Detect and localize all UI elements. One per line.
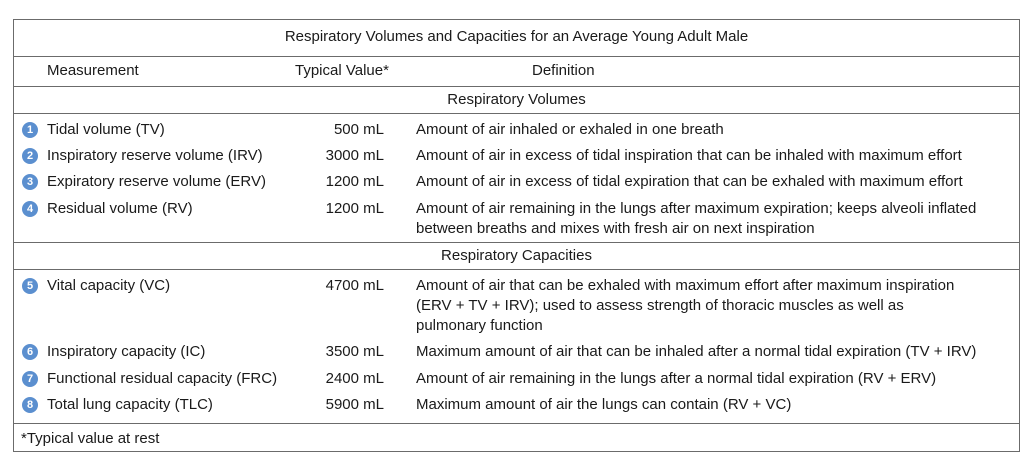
measurement-cell: Inspiratory capacity (IC) (47, 343, 206, 360)
value-cell: 5900 mL (325, 396, 384, 413)
definition-cell: Amount of air inhaled or exhaled in one … (416, 121, 724, 138)
header-divider (13, 86, 1020, 87)
value-cell: 2400 mL (325, 370, 384, 387)
section-divider (13, 113, 1020, 114)
measurement-cell: Tidal volume (TV) (47, 121, 165, 138)
section-label-volumes: Respiratory Volumes (447, 91, 586, 108)
definition-cell: Amount of air in excess of tidal inspira… (416, 147, 962, 164)
definition-cell: Amount of air in excess of tidal expirat… (416, 173, 963, 190)
table-title: Respiratory Volumes and Capacities for a… (284, 28, 749, 45)
number-badge-icon: 8 (22, 397, 38, 413)
measurement-cell: Vital capacity (VC) (47, 277, 171, 294)
definition-cell-line: pulmonary function (416, 317, 543, 334)
header-typical-value: Typical Value* (295, 62, 389, 79)
definition-cell: Amount of air remaining in the lungs aft… (416, 370, 937, 387)
definition-cell-line: between breaths and mixes with fresh air… (416, 220, 815, 237)
measurement-cell: Inspiratory reserve volume (IRV) (47, 147, 263, 164)
measurement-cell: Residual volume (RV) (47, 200, 193, 217)
number-badge-icon: 4 (22, 201, 38, 217)
definition-cell: Amount of air that can be exhaled with m… (416, 277, 955, 294)
value-cell: 3500 mL (325, 343, 384, 360)
number-badge-icon: 7 (22, 371, 38, 387)
measurement-cell: Expiratory reserve volume (ERV) (47, 173, 266, 190)
header-measurement: Measurement (47, 62, 139, 79)
definition-cell: Maximum amount of air the lungs can cont… (416, 396, 792, 413)
footnote: *Typical value at rest (21, 430, 160, 447)
section-label-capacities: Respiratory Capacities (441, 247, 592, 264)
measurement-cell: Functional residual capacity (FRC) (47, 370, 278, 387)
number-badge-icon: 2 (22, 148, 38, 164)
section-divider (13, 242, 1020, 243)
measurement-cell: Total lung capacity (TLC) (47, 396, 213, 413)
number-badge-icon: 1 (22, 122, 38, 138)
table-frame (13, 19, 1020, 452)
definition-cell: Amount of air remaining in the lungs aft… (416, 200, 977, 217)
title-divider (13, 56, 1020, 57)
definition-cell-line: (ERV + TV + IRV); used to assess strengt… (416, 297, 904, 314)
value-cell: 500 mL (333, 121, 384, 138)
value-cell: 1200 mL (325, 200, 384, 217)
value-cell: 4700 mL (325, 277, 384, 294)
footnote-divider (13, 423, 1020, 424)
value-cell: 3000 mL (325, 147, 384, 164)
section-divider (13, 269, 1020, 270)
number-badge-icon: 6 (22, 344, 38, 360)
number-badge-icon: 3 (22, 174, 38, 190)
definition-cell: Maximum amount of air that can be inhale… (416, 343, 977, 360)
value-cell: 1200 mL (325, 173, 384, 190)
header-definition: Definition (532, 62, 595, 79)
number-badge-icon: 5 (22, 278, 38, 294)
